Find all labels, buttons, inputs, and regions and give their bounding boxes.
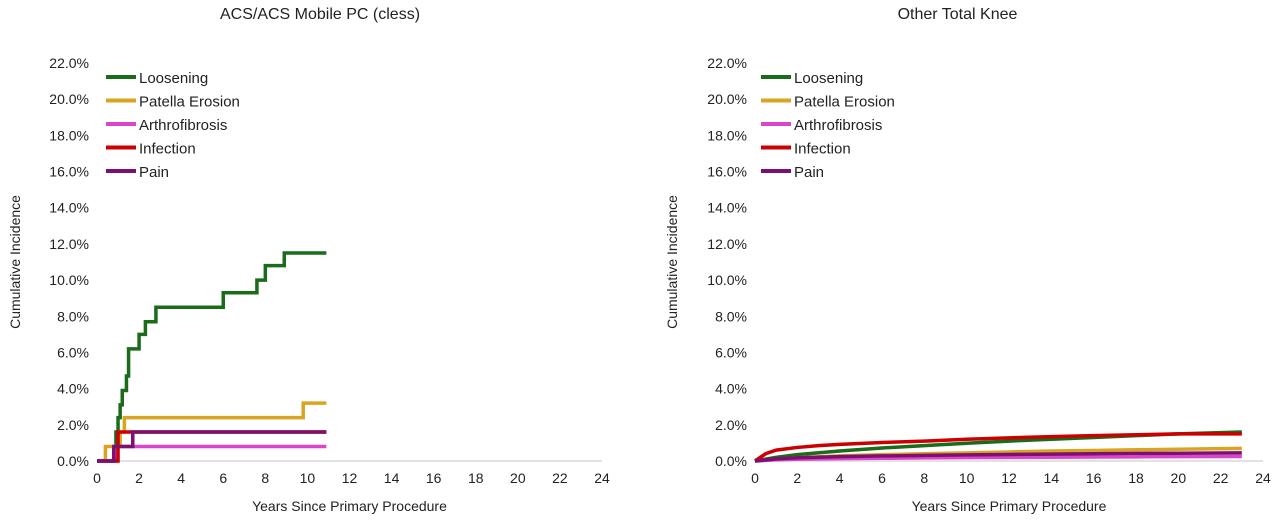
x-tick-label: 8 [920, 470, 928, 486]
chart-title: ACS/ACS Mobile PC (cless) [219, 6, 421, 23]
y-tick-label: 16.0% [49, 164, 89, 180]
series-line-pain [97, 430, 327, 463]
y-tick-label: 10.0% [49, 272, 89, 288]
y-tick-label: 10.0% [707, 272, 747, 288]
series-line-pain [754, 451, 1242, 463]
x-tick-label: 12 [1001, 470, 1017, 486]
legend-label: Infection [794, 141, 851, 158]
series-line-arthrofibrosis [97, 444, 327, 463]
legend-label: Loosening [794, 70, 863, 87]
x-tick-label: 14 [384, 470, 400, 486]
x-tick-label: 2 [135, 470, 143, 486]
x-tick-label: 20 [510, 470, 526, 486]
x-tick-label: 12 [342, 470, 358, 486]
y-tick-label: 4.0% [57, 381, 89, 397]
y-tick-label: 6.0% [715, 344, 747, 360]
y-tick-label: 14.0% [49, 200, 89, 216]
y-tick-label: 20.0% [49, 91, 89, 107]
legend-label: Pain [794, 164, 824, 181]
x-tick-label: 6 [878, 470, 886, 486]
y-tick-label: 22.0% [49, 55, 89, 71]
x-tick-label: 14 [1044, 470, 1060, 486]
x-tick-label: 22 [1213, 470, 1229, 486]
x-tick-label: 16 [426, 470, 442, 486]
x-tick-label: 18 [468, 470, 484, 486]
chart-plot: 0.0% 2.0% 4.0% 6.0% 8.0% 10.0% 12.0% 14.0% 16.0%… [664, 55, 1271, 514]
y-tick-label: 8.0% [715, 308, 747, 324]
y-axis-label: Cumulative Incidence [664, 195, 680, 329]
x-axis-label: Years Since Primary Procedure [252, 498, 447, 514]
chart-panel-acs: ACS/ACS Mobile PC (cless) 0.0% 2.0% 4.0% 6.… [7, 6, 610, 514]
legend-label: Infection [139, 141, 196, 158]
x-tick-label: 24 [594, 470, 610, 486]
legend-label: Pain [139, 164, 169, 181]
chart-panel-other-total-knee: Other Total Knee 0.0% 2.0% 4.0% 6.0% 8.0% 10.… [640, 0, 1275, 524]
x-tick-label: 16 [1086, 470, 1102, 486]
x-tick-label: 6 [219, 470, 227, 486]
y-tick-label: 12.0% [49, 236, 89, 252]
x-tick-label: 24 [1255, 470, 1271, 486]
x-tick-label: 10 [959, 470, 975, 486]
x-tick-label: 4 [177, 470, 185, 486]
legend-label: Loosening [139, 70, 208, 87]
y-tick-label: 0.0% [715, 453, 747, 469]
y-tick-label: 6.0% [57, 344, 89, 360]
y-tick-label: 2.0% [715, 417, 747, 433]
series-line-infection [754, 432, 1242, 463]
x-tick-label: 22 [552, 470, 568, 486]
x-tick-label: 18 [1128, 470, 1144, 486]
x-tick-label: 20 [1171, 470, 1187, 486]
chart-title: Other Total Knee [897, 6, 1018, 23]
y-tick-label: 18.0% [707, 127, 747, 143]
legend-label: Patella Erosion [139, 94, 240, 111]
x-tick-label: 0 [93, 470, 101, 486]
y-tick-label: 0.0% [57, 453, 89, 469]
chart-plot: 0.0% 2.0% 4.0% 6.0% 8.0% 10.0% 12.0% 14.0% 16.0%… [7, 55, 610, 514]
legend-label: Arthrofibrosis [139, 117, 227, 134]
series-line-loosening [97, 251, 327, 463]
x-tick-label: 4 [836, 470, 844, 486]
y-tick-label: 18.0% [49, 127, 89, 143]
legend-label: Patella Erosion [794, 94, 895, 111]
legend-label: Arthrofibrosis [794, 117, 882, 134]
y-tick-label: 16.0% [707, 164, 747, 180]
y-tick-label: 14.0% [707, 200, 747, 216]
x-axis-label: Years Since Primary Procedure [912, 498, 1107, 514]
y-tick-label: 12.0% [707, 236, 747, 252]
y-tick-label: 4.0% [715, 381, 747, 397]
x-tick-label: 10 [300, 470, 316, 486]
x-tick-label: 2 [793, 470, 801, 486]
y-axis-label: Cumulative Incidence [7, 195, 23, 329]
y-tick-label: 20.0% [707, 91, 747, 107]
x-tick-label: 0 [751, 470, 759, 486]
y-tick-label: 2.0% [57, 417, 89, 433]
y-tick-label: 22.0% [707, 55, 747, 71]
x-tick-label: 8 [261, 470, 269, 486]
y-tick-label: 8.0% [57, 308, 89, 324]
